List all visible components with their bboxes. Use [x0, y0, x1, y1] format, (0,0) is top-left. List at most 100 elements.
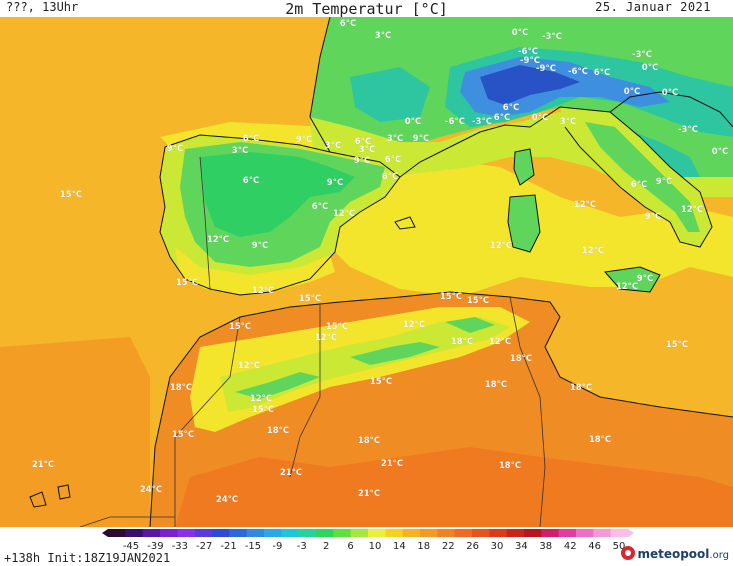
- map-canvas: 6°C3°C 0°C -3°C-6°C-9°C-9°C -6°C 6°C-3°C0°C0…: [0, 16, 733, 528]
- brand-logo[interactable]: meteopool.org: [621, 546, 729, 561]
- temperature-label: 0°C: [532, 113, 548, 123]
- legend-color-cell: [316, 529, 334, 537]
- temperature-label: 21°C: [358, 489, 380, 499]
- temperature-label: 0°C: [512, 28, 528, 38]
- temperature-label: 18°C: [358, 436, 380, 446]
- temperature-label: 0°C: [642, 63, 658, 73]
- temperature-label: 3°C: [232, 146, 248, 156]
- legend-tick-label: 34: [515, 541, 528, 552]
- temperature-label: 18°C: [499, 461, 521, 471]
- temperature-label: 15°C: [666, 340, 688, 350]
- alps-navy-core: [480, 65, 580, 105]
- temperature-label: 12°C: [616, 282, 638, 292]
- legend-color-cell: [160, 529, 178, 537]
- temperature-label: 21°C: [32, 460, 54, 470]
- legend-tick-label: -21: [220, 541, 236, 552]
- legend-color-cell: [368, 529, 386, 537]
- legend-tick-label: 42: [564, 541, 577, 552]
- temperature-label: -3°C: [678, 125, 698, 135]
- temperature-label: 18°C: [170, 383, 192, 393]
- temperature-label: 18°C: [451, 337, 473, 347]
- temperature-label: 6°C: [594, 68, 610, 78]
- legend-color-cell: [524, 529, 542, 537]
- temperature-label: 6°C: [382, 172, 398, 182]
- temperature-label: 21°C: [381, 459, 403, 469]
- legend-color-cell: [506, 529, 525, 537]
- sicily: [605, 267, 660, 292]
- temperature-label: 12°C: [207, 235, 229, 245]
- legend-color-cell: [402, 529, 421, 537]
- legend-tick-label: -9: [272, 541, 282, 552]
- legend-color-cell: [142, 529, 161, 537]
- temperature-label: 9°C: [252, 241, 268, 251]
- temperature-label: 0°C: [662, 88, 678, 98]
- temperature-label: 15°C: [326, 322, 348, 332]
- legend-min-arrow: [102, 529, 108, 537]
- legend-tick-label: 6: [347, 541, 353, 552]
- init-run-label: +138h Init:18Z19JAN2021: [4, 551, 171, 565]
- massif-central-cyan: [350, 67, 430, 122]
- legend-tick-label: 18: [417, 541, 430, 552]
- temperature-label: -6°C: [518, 47, 538, 57]
- temperature-label: 6°C: [243, 134, 259, 144]
- temperature-label: 21°C: [280, 468, 302, 478]
- temperature-label: 9°C: [637, 274, 653, 284]
- meteopool-logo-icon: [621, 546, 636, 560]
- temperature-labels: 6°C3°C 0°C -3°C-6°C-9°C-9°C -6°C 6°C-3°C0°C0…: [32, 19, 729, 505]
- temperature-label: -9°C: [520, 56, 540, 66]
- atlantic-cool-band: [0, 17, 330, 187]
- temperature-label: 6°C: [503, 103, 519, 113]
- temperature-label: 18°C: [570, 383, 592, 393]
- forecast-date: 25. Januar 2021: [595, 0, 711, 14]
- temperature-label: 15°C: [229, 322, 251, 332]
- legend-color-cell: [333, 529, 352, 537]
- legend-color-cell: [177, 529, 196, 537]
- italy-green-spine: [585, 122, 700, 232]
- legend-color-cell: [420, 529, 438, 537]
- temperature-label: 12°C: [490, 241, 512, 251]
- temperature-label: 9°C: [296, 135, 312, 145]
- temperature-label: 0°C: [712, 147, 728, 157]
- temperature-label: 18°C: [267, 426, 289, 436]
- legend-tick-label: 46: [588, 541, 601, 552]
- legend-tick-label: -27: [196, 541, 212, 552]
- temperature-label: 12°C: [574, 200, 596, 210]
- map-title: 2m Temperatur [°C]: [285, 0, 448, 18]
- iberia-yellow-south: [175, 247, 335, 295]
- atlas-green-ridges: [235, 317, 495, 399]
- temperature-label: 9°C: [645, 212, 661, 222]
- legend-color-cell: [298, 529, 317, 537]
- temperature-label: 15°C: [176, 278, 198, 288]
- temperature-label: 0°C: [405, 117, 421, 127]
- legend-color-cell: [437, 529, 456, 537]
- temperature-label: 9°C: [656, 177, 672, 187]
- legend-tick-label: 10: [369, 541, 382, 552]
- temperature-label: 15°C: [60, 190, 82, 200]
- temperature-label: 9°C: [413, 134, 429, 144]
- legend-color-cell: [472, 529, 490, 537]
- temperature-label: 24°C: [216, 495, 238, 505]
- sardinia: [508, 195, 540, 252]
- temperature-label: 12°C: [315, 333, 337, 343]
- legend-tick-label: 22: [442, 541, 455, 552]
- temperature-label: 3°C: [560, 117, 576, 127]
- temperature-label: -3°C: [542, 32, 562, 42]
- brand-tld: .org: [709, 550, 729, 561]
- legend-tick-label: 2: [323, 541, 329, 552]
- temperature-label: 24°C: [140, 485, 162, 495]
- temperature-label: 18°C: [589, 435, 611, 445]
- temperature-label: 15°C: [467, 296, 489, 306]
- temperature-label: 6°C: [243, 176, 259, 186]
- legend-color-cell: [576, 529, 594, 537]
- legend-color-cell: [194, 529, 213, 537]
- temperature-label: 12°C: [333, 209, 355, 219]
- temperature-label: 18°C: [510, 354, 532, 364]
- legend-tick-label: 50: [613, 541, 626, 552]
- temperature-label: -3°C: [472, 117, 492, 127]
- temperature-label: 9°C: [327, 178, 343, 188]
- temperature-label: 9°C: [354, 156, 370, 166]
- temperature-label: 6°C: [355, 137, 371, 147]
- temperature-label: 12°C: [403, 320, 425, 330]
- temperature-label: 3°C: [325, 141, 341, 151]
- temperature-label: 12°C: [250, 394, 272, 404]
